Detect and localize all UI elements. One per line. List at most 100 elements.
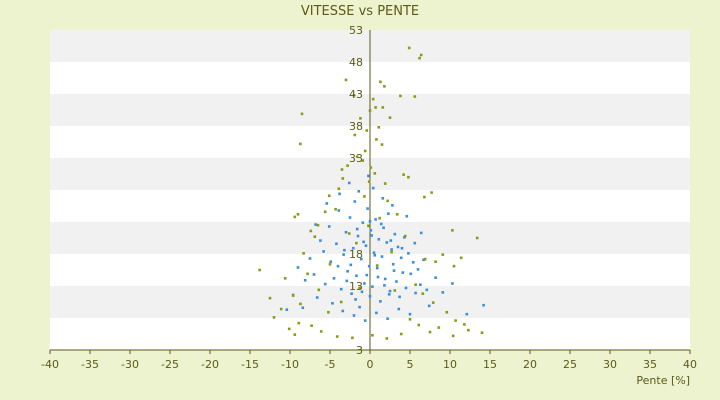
point-olive	[327, 194, 331, 198]
y-tick-label: 18	[349, 248, 363, 261]
point-blue	[315, 296, 319, 299]
point-olive	[340, 168, 344, 171]
point-blue	[373, 253, 377, 257]
point-blue	[422, 258, 425, 262]
point-blue	[383, 284, 386, 287]
point-olive	[355, 155, 359, 159]
point-blue	[411, 261, 415, 264]
point-olive	[373, 172, 377, 175]
point-olive	[374, 106, 377, 109]
point-blue	[312, 273, 316, 276]
y-tick-labels: 3 13 18 33 38 43 48 53	[349, 24, 363, 357]
point-blue	[391, 204, 394, 207]
point-olive	[283, 277, 287, 280]
point-olive	[300, 112, 304, 116]
x-tick-label: 35	[643, 358, 657, 371]
point-blue	[357, 189, 361, 193]
point-blue	[407, 252, 410, 255]
point-blue	[303, 278, 307, 282]
point-olive	[327, 310, 330, 314]
point-olive	[375, 138, 378, 141]
point-olive	[359, 117, 362, 120]
point-olive	[393, 289, 397, 292]
point-olive	[413, 95, 417, 98]
point-olive	[296, 213, 300, 216]
point-blue	[345, 279, 349, 283]
point-olive	[313, 235, 317, 239]
point-olive	[402, 173, 405, 176]
point-olive	[339, 300, 343, 304]
point-blue	[374, 218, 377, 221]
point-blue	[331, 301, 334, 305]
point-blue	[385, 241, 389, 244]
point-blue	[371, 285, 374, 288]
y-tick-label: 43	[349, 88, 363, 101]
point-blue	[353, 200, 357, 203]
point-blue	[338, 192, 341, 196]
point-olive	[347, 232, 351, 235]
point-blue	[383, 277, 387, 281]
point-blue	[393, 232, 397, 236]
point-blue	[414, 291, 417, 295]
point-blue	[386, 317, 389, 320]
point-olive	[375, 264, 379, 267]
point-blue	[441, 291, 445, 294]
x-tick-label: 10	[443, 358, 457, 371]
point-olive	[317, 288, 321, 292]
point-blue	[355, 227, 359, 231]
point-olive	[334, 207, 337, 211]
point-blue	[362, 240, 365, 244]
point-blue	[314, 223, 317, 226]
point-blue	[416, 268, 420, 271]
point-olive	[467, 328, 470, 332]
point-olive	[399, 94, 402, 98]
x-tick-label: 40	[683, 358, 697, 371]
point-blue	[427, 304, 431, 308]
point-blue	[371, 186, 375, 190]
x-tick-label: 20	[523, 358, 537, 371]
point-olive	[306, 272, 309, 276]
point-olive	[293, 215, 297, 219]
point-blue	[381, 197, 385, 200]
point-blue	[375, 311, 378, 315]
point-olive	[385, 337, 389, 340]
point-olive	[399, 332, 403, 336]
point-blue	[342, 253, 345, 256]
point-blue	[325, 202, 329, 205]
point-blue	[434, 276, 437, 279]
point-blue	[401, 271, 405, 274]
point-olive	[352, 93, 356, 97]
chart-title: VITESSE vs PENTE	[301, 4, 419, 19]
point-blue	[391, 262, 395, 266]
point-olive	[390, 250, 393, 254]
point-blue	[392, 269, 396, 272]
y-tick-label: 13	[349, 280, 363, 293]
point-olive	[428, 330, 432, 334]
point-olive	[423, 195, 426, 199]
point-blue	[370, 234, 373, 237]
point-blue	[482, 303, 485, 307]
point-blue	[344, 230, 348, 234]
point-blue	[308, 257, 312, 260]
point-blue	[360, 290, 364, 294]
point-olive	[337, 187, 341, 191]
point-blue	[332, 277, 336, 280]
point-blue	[346, 269, 349, 273]
point-olive	[437, 326, 441, 329]
point-olive	[451, 334, 455, 338]
point-blue	[419, 231, 423, 235]
x-tick-label: -20	[201, 358, 219, 371]
point-blue	[329, 260, 333, 263]
point-blue	[335, 242, 338, 246]
point-olive	[299, 142, 302, 146]
point-blue	[354, 298, 357, 301]
point-olive	[367, 180, 371, 183]
point-blue	[350, 292, 353, 295]
point-blue	[365, 273, 369, 277]
point-olive	[272, 316, 276, 319]
x-tick-label: -30	[121, 358, 139, 371]
point-blue	[364, 244, 368, 247]
point-olive	[418, 56, 421, 60]
point-olive	[341, 177, 345, 180]
x-tick-label: -35	[81, 358, 99, 371]
